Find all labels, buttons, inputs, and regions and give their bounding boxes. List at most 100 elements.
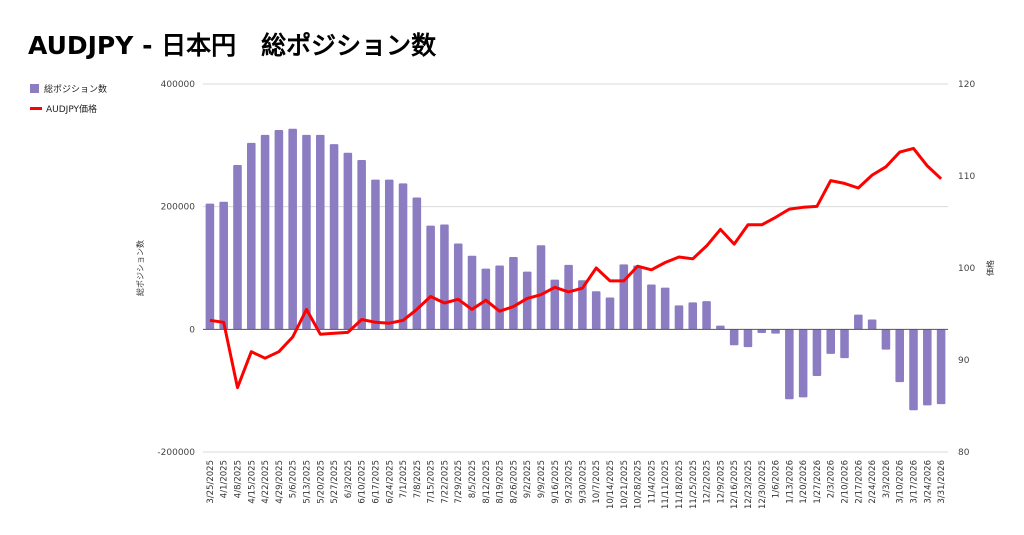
bar [729, 329, 739, 346]
legend-item-positions: 総ポジション数 [30, 78, 107, 98]
price-line [209, 146, 943, 390]
bar [881, 329, 891, 350]
bar [605, 297, 615, 330]
x-tick-label: 9/2/2025 [523, 460, 533, 498]
x-tick-label: 12/23/2025 [744, 460, 754, 509]
y-right-tick-label: 120 [958, 80, 975, 90]
bar [467, 255, 477, 330]
legend-label: 総ポジション数 [44, 84, 108, 95]
x-tick-label: 6/24/2025 [385, 460, 395, 504]
x-tick-label: 4/29/2025 [275, 460, 285, 504]
x-tick-label: 10/14/2025 [606, 460, 616, 509]
x-tick-label: 5/6/2025 [289, 460, 299, 498]
bar [302, 134, 311, 330]
x-tick-label: 8/26/2025 [509, 460, 519, 504]
x-tick-label: 8/19/2025 [496, 460, 506, 504]
bar [522, 271, 532, 330]
x-tick-label: 7/29/2025 [454, 460, 464, 504]
bar [564, 264, 573, 330]
y-left-tick-label: 200000 [161, 203, 196, 213]
bar [398, 183, 408, 330]
x-tick-label: 5/20/2025 [316, 460, 326, 504]
x-tick-label: 11/11/2025 [661, 460, 671, 509]
bar [371, 179, 380, 330]
x-tick-label: 6/17/2025 [371, 460, 381, 504]
bar [812, 329, 822, 376]
legend-item-price: AUDJPY価格 [30, 98, 107, 118]
x-tick-label: 2/17/2026 [854, 460, 864, 504]
y-right-tick-label: 90 [958, 356, 970, 366]
y-left-tick-label: 0 [189, 325, 195, 335]
legend-swatch-line [30, 106, 42, 110]
x-tick-label: 1/20/2026 [799, 460, 809, 504]
x-tick-label: 12/16/2025 [730, 460, 740, 509]
bar [716, 325, 725, 330]
bar [550, 279, 560, 330]
x-tick-label: 3/25/2025 [206, 460, 216, 504]
x-tick-label: 3/24/2026 [923, 460, 933, 504]
x-tick-label: 4/15/2025 [247, 460, 257, 504]
x-tick-label: 1/13/2026 [785, 460, 795, 504]
x-tick-label: 4/1/2025 [220, 460, 230, 498]
x-tick-label: 7/15/2025 [427, 460, 437, 504]
y-right-axis-title: 価格 [985, 260, 995, 276]
x-tick-label: 4/22/2025 [261, 460, 271, 504]
x-tick-label: 3/31/2026 [937, 460, 947, 504]
legend-swatch-bar [30, 83, 39, 93]
bar [743, 329, 753, 348]
bar [688, 302, 698, 330]
bar [247, 142, 256, 330]
bar [854, 314, 863, 330]
bar [867, 319, 877, 330]
bar [936, 329, 946, 405]
x-tick-label: 8/12/2025 [482, 460, 492, 504]
x-tick-label: 5/13/2025 [302, 460, 312, 504]
x-tick-label: 12/2/2025 [703, 460, 713, 504]
y-right-tick-label: 80 [958, 448, 970, 458]
bar [923, 329, 932, 406]
bar [785, 329, 794, 400]
bar [647, 284, 656, 330]
chart-title: AUDJPY - 日本円 総ポジション数 [28, 31, 437, 60]
x-tick-label: 9/9/2025 [537, 460, 547, 498]
bar [205, 203, 215, 330]
bar [660, 287, 670, 330]
bar [536, 245, 546, 330]
bar [771, 329, 780, 334]
y-left-tick-label: -200000 [157, 448, 195, 458]
bar [219, 201, 228, 330]
x-tick-label: 8/5/2025 [468, 460, 478, 498]
x-tick-label: 12/9/2025 [716, 460, 726, 504]
bar [840, 329, 849, 359]
bar [757, 329, 767, 334]
bar [274, 130, 284, 330]
y-left-tick-label: 400000 [161, 80, 196, 90]
y-right-tick-label: 110 [958, 172, 975, 182]
bar [384, 179, 394, 330]
x-tick-label: 3/3/2026 [882, 460, 892, 498]
bar [426, 225, 435, 330]
bar [329, 144, 339, 330]
bar [798, 329, 808, 398]
bar [909, 329, 918, 411]
bar [440, 224, 449, 330]
y-left-axis-title: 総ポジション数 [135, 240, 145, 296]
bar [288, 128, 297, 330]
x-tick-label: 4/8/2025 [233, 460, 243, 498]
x-tick-label: 7/8/2025 [413, 460, 423, 498]
x-tick-label: 11/25/2025 [689, 460, 699, 509]
bar [260, 134, 270, 330]
legend-label: AUDJPY価格 [46, 104, 98, 115]
legend: 総ポジション数 AUDJPY価格 [30, 78, 107, 118]
bar [315, 134, 325, 330]
x-tick-label: 6/3/2025 [344, 460, 354, 498]
bar [826, 329, 836, 354]
bar [578, 280, 587, 330]
x-tick-label: 7/22/2025 [440, 460, 450, 504]
x-tick-label: 9/23/2025 [565, 460, 575, 504]
bar [633, 265, 642, 330]
bar [453, 243, 463, 330]
x-tick-label: 2/24/2026 [868, 460, 878, 504]
bar [343, 152, 353, 330]
